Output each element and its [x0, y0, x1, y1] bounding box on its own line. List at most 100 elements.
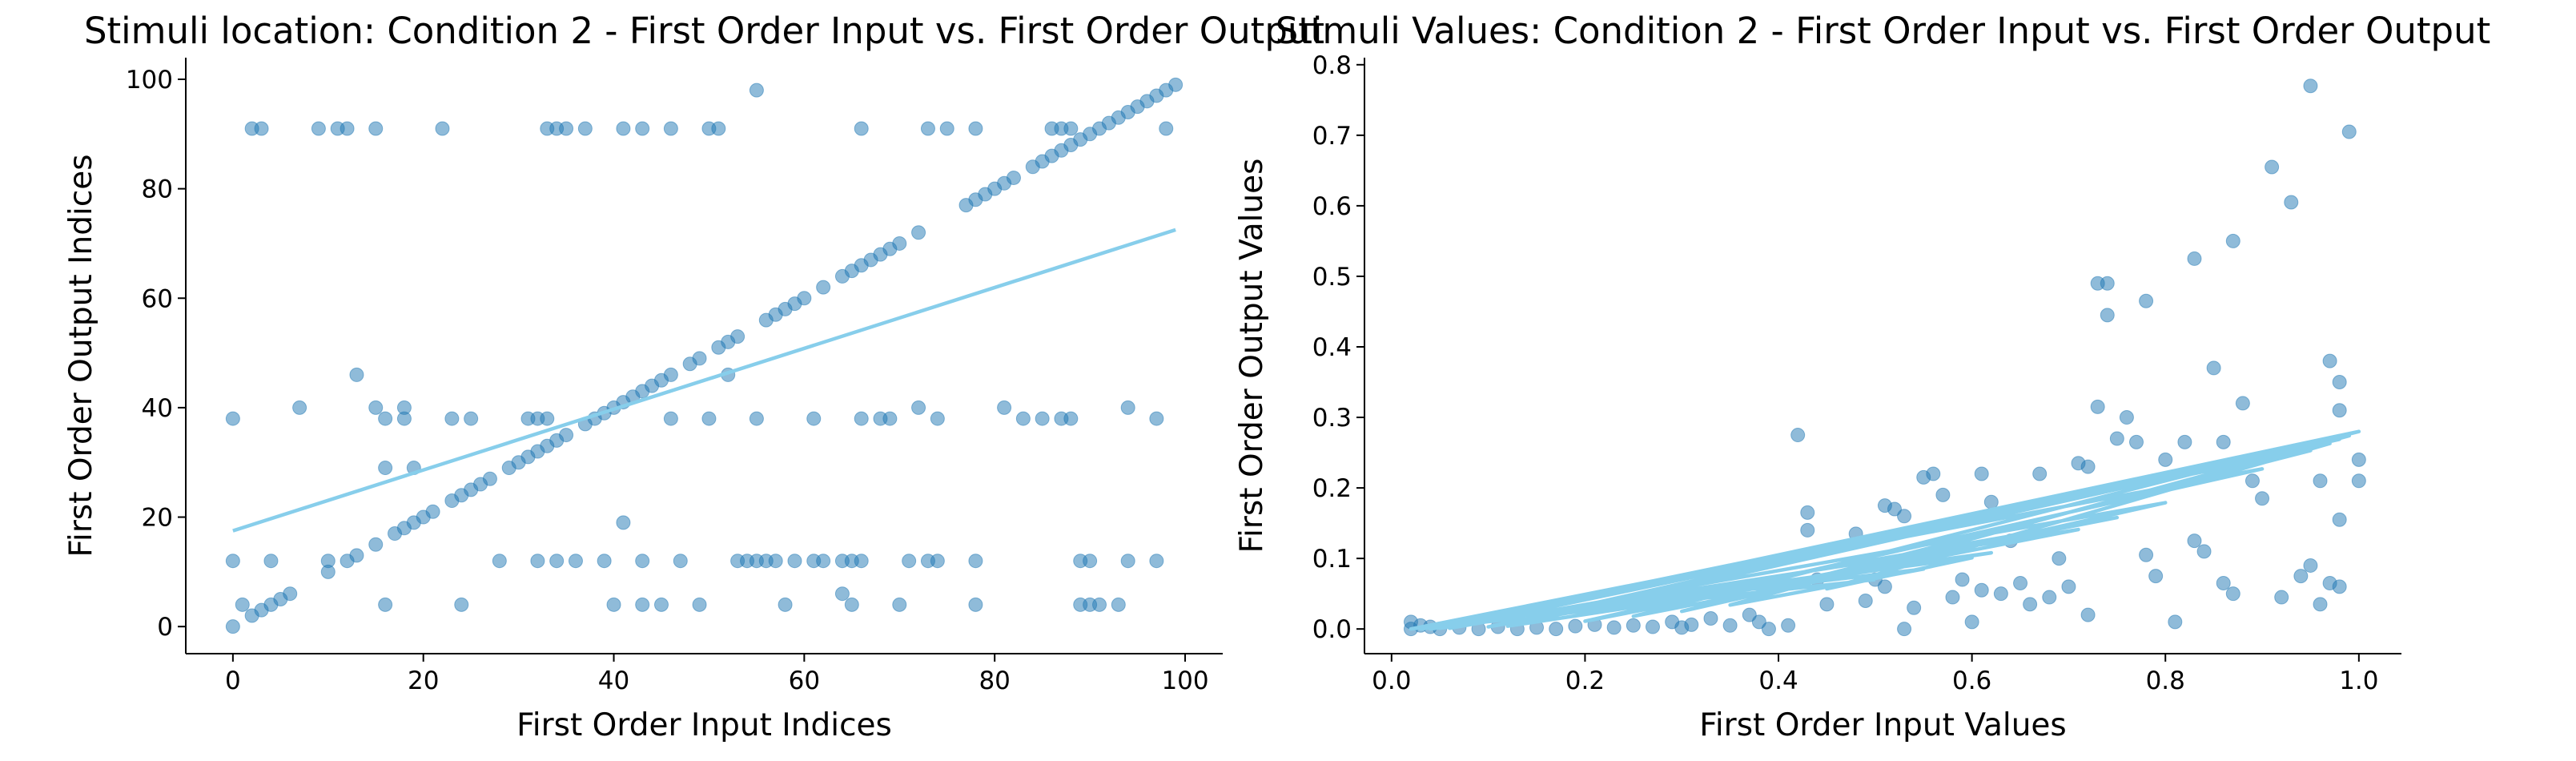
- scatter-point: [2187, 534, 2202, 549]
- fit-line: [232, 227, 1176, 533]
- scatter-point: [806, 411, 822, 426]
- scatter-point: [235, 597, 250, 612]
- scatter-point: [2090, 399, 2105, 414]
- scatter-point: [834, 586, 850, 602]
- scatter-point: [882, 411, 898, 426]
- y-tick-label: 60: [142, 284, 173, 313]
- scatter-point: [464, 411, 479, 426]
- scatter-point: [2080, 607, 2096, 622]
- scatter-point: [2023, 597, 2038, 612]
- x-tick-label: 1.0: [2339, 666, 2378, 695]
- scatter-point: [968, 554, 983, 569]
- scatter-point: [2313, 473, 2328, 489]
- scatter-point: [854, 411, 869, 426]
- y-tick-label: 0.1: [1312, 545, 1352, 574]
- scatter-point: [2332, 403, 2347, 418]
- scatter-point: [2129, 434, 2144, 449]
- scatter-point: [1092, 597, 1107, 612]
- x-tick-label: 0.6: [1952, 666, 1991, 695]
- x-axis-label: First Order Input Indices: [516, 707, 892, 743]
- scatter-point: [225, 619, 240, 634]
- scatter-point: [2139, 293, 2154, 308]
- scatter-point: [1742, 607, 1757, 622]
- y-tick-label: 0.8: [1312, 51, 1352, 80]
- scatter-point: [2303, 79, 2318, 94]
- scatter-point: [653, 597, 669, 612]
- chart-title: Stimuli Values: Condition 2 - First Orde…: [1276, 10, 2491, 52]
- scatter-point: [711, 121, 726, 136]
- scatter-point: [1887, 501, 1902, 517]
- scatter-point: [368, 400, 384, 415]
- scatter-point: [1703, 610, 1718, 626]
- scatter-point: [2119, 410, 2134, 425]
- scatter-point: [1781, 618, 1796, 633]
- scatter-point: [1964, 614, 1979, 630]
- scatter-point: [673, 554, 688, 569]
- scatter-point: [2255, 491, 2270, 506]
- scatter-point: [2032, 466, 2048, 481]
- scatter-point: [1168, 77, 1184, 92]
- scatter-point: [2216, 434, 2231, 449]
- scatter-point: [2042, 590, 2057, 605]
- scatter-point: [349, 367, 364, 382]
- scatter-point: [2274, 590, 2289, 605]
- scatter-point: [635, 121, 650, 136]
- chart-panel: Stimuli Values: Condition 2 - First Orde…: [1234, 10, 2490, 743]
- y-tick-label: 0: [157, 613, 173, 642]
- scatter-point: [425, 504, 440, 519]
- y-tick-label: 0.7: [1312, 122, 1352, 151]
- scatter-point: [1761, 622, 1776, 637]
- scatter-point: [1993, 586, 2008, 602]
- x-tick-label: 80: [979, 666, 1010, 695]
- scatter-point: [2244, 473, 2260, 489]
- scatter-point: [340, 121, 355, 136]
- scatter-point: [1935, 487, 1951, 502]
- scatter-point: [749, 411, 764, 426]
- scatter-point: [530, 554, 545, 569]
- scatter-point: [1606, 620, 1622, 635]
- scatter-point: [225, 411, 240, 426]
- y-axis-label: First Order Output Indices: [63, 154, 99, 557]
- scatter-point: [540, 411, 555, 426]
- y-tick-label: 0.6: [1312, 192, 1352, 221]
- scatter-point: [1063, 121, 1079, 136]
- scatter-point: [378, 461, 393, 476]
- scatter-point: [311, 121, 326, 136]
- y-tick-label: 0.5: [1312, 263, 1352, 292]
- scatter-point: [568, 554, 583, 569]
- x-tick-label: 0: [225, 666, 241, 695]
- scatter-point: [616, 121, 631, 136]
- scatter-point: [2351, 452, 2366, 467]
- scatter-point: [1751, 614, 1766, 630]
- scatter-point: [1006, 170, 1021, 185]
- scatter-point: [1945, 590, 1960, 605]
- scatter-point: [1877, 579, 1892, 594]
- x-tick-label: 20: [408, 666, 439, 695]
- scatter-point: [797, 291, 812, 306]
- x-tick-label: 0.2: [1565, 666, 1605, 695]
- scatter-point: [454, 597, 469, 612]
- y-tick-label: 20: [142, 504, 173, 533]
- scatter-point: [1926, 466, 1941, 481]
- scatter-point: [730, 329, 745, 344]
- y-tick-label: 40: [142, 394, 173, 423]
- scatter-point: [577, 121, 593, 136]
- scatter-point: [911, 225, 926, 240]
- scatter-point: [2284, 195, 2299, 210]
- scatter-point: [549, 554, 565, 569]
- scatter-point: [844, 597, 859, 612]
- scatter-point: [2225, 586, 2240, 602]
- scatter-point: [444, 411, 460, 426]
- scatter-point: [378, 597, 393, 612]
- y-tick-label: 100: [126, 66, 173, 95]
- scatter-point: [2293, 569, 2309, 584]
- scatter-point: [787, 554, 802, 569]
- scatter-point: [340, 554, 355, 569]
- scatter-point: [1015, 411, 1031, 426]
- scatter-point: [1149, 411, 1164, 426]
- scatter-point: [559, 121, 574, 136]
- scatter-point: [2332, 512, 2347, 527]
- scatter-point: [2265, 159, 2280, 175]
- scatter-point: [2052, 551, 2067, 566]
